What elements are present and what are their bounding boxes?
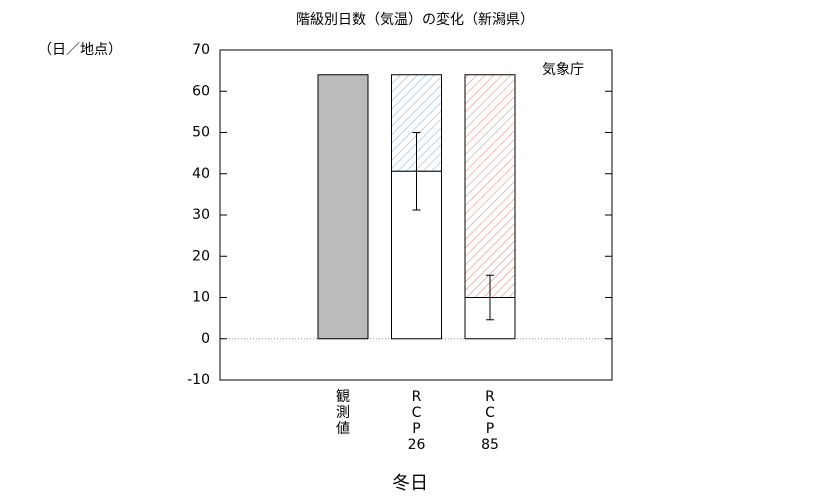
y-tick-label: -10 xyxy=(187,372,210,388)
x-tick-label: R C P 85 xyxy=(481,389,499,453)
y-tick-label: 30 xyxy=(192,207,210,223)
annotation: 気象庁 xyxy=(542,62,584,78)
plot-frame xyxy=(219,49,613,381)
y-tick-label: 10 xyxy=(192,290,210,306)
bar xyxy=(317,74,369,340)
x-tick-label: 観測値 xyxy=(336,388,350,437)
y-tick-label: 20 xyxy=(192,248,210,264)
y-tick-label: 40 xyxy=(192,166,210,182)
x-label: 冬日 xyxy=(392,473,428,494)
chart-title: 階級別日数（気温）の変化（新潟県） xyxy=(296,11,534,28)
y-tick-label: 0 xyxy=(201,331,210,347)
y-tick-label: 50 xyxy=(192,125,210,141)
y-tick-label: 60 xyxy=(192,83,210,99)
change-hatch xyxy=(464,74,516,298)
y-tick-label: 70 xyxy=(192,42,210,58)
x-tick-label: R C P 26 xyxy=(408,389,426,453)
y-unit: （日／地点） xyxy=(38,42,122,58)
